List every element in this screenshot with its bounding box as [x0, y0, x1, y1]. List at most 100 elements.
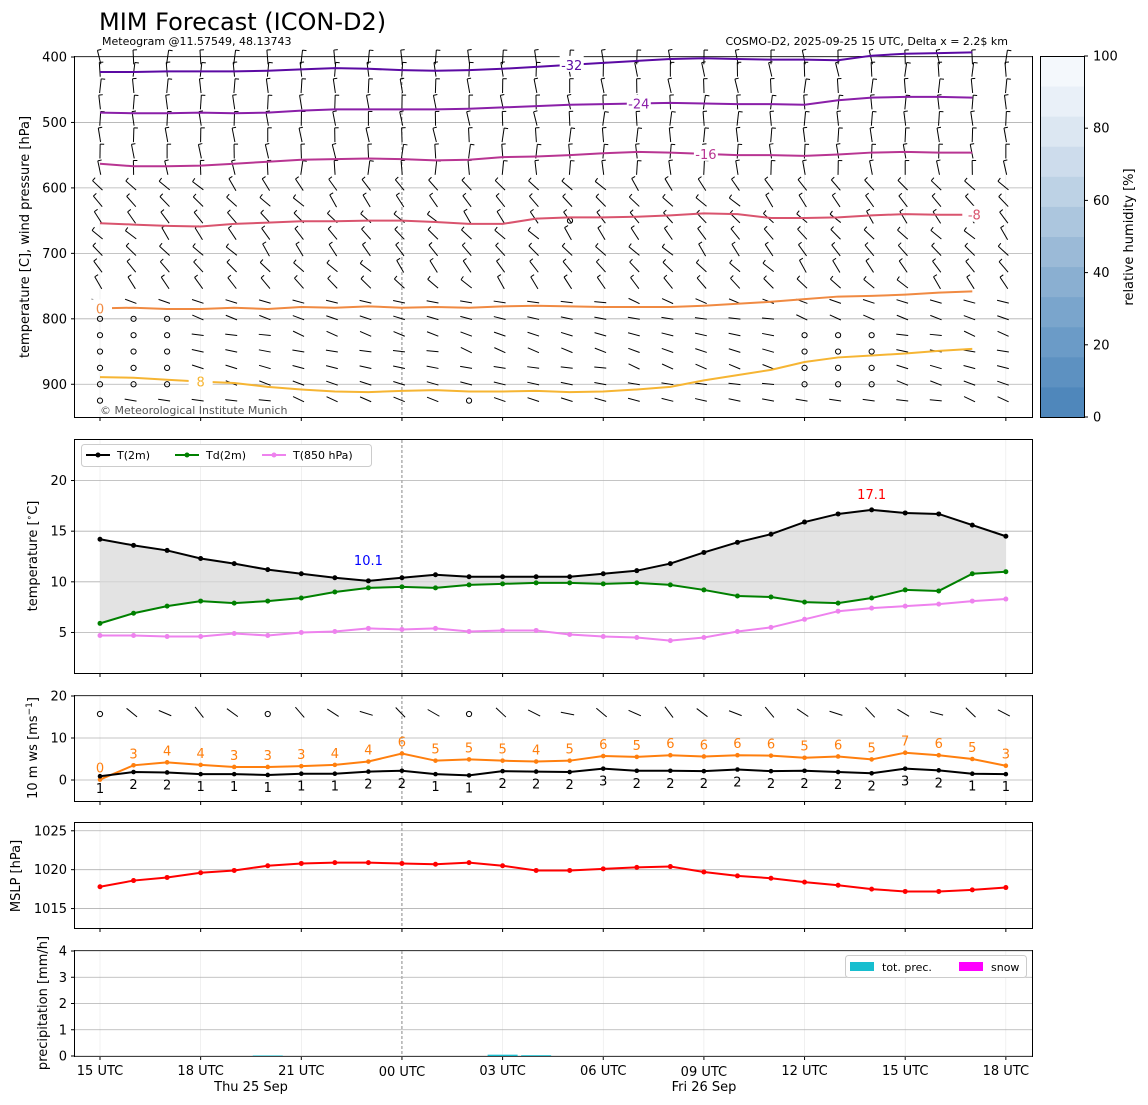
barb-flag — [601, 48, 606, 51]
barb-shaft — [965, 261, 975, 273]
barb-shaft — [936, 160, 940, 175]
td2m-point — [399, 584, 405, 590]
barb-flag — [663, 274, 668, 279]
barb-shaft — [627, 382, 640, 386]
td2m-point — [936, 588, 942, 594]
barb-shaft — [166, 78, 169, 94]
barb-shaft — [132, 62, 136, 77]
barb-flag — [561, 242, 566, 247]
wind-speed-label: 4 — [364, 744, 372, 759]
barb-shaft — [735, 160, 739, 175]
barb-shaft — [497, 276, 505, 290]
barb-calm — [465, 397, 473, 404]
barb-shaft — [896, 333, 909, 336]
barb-shaft — [93, 260, 103, 273]
barb-shaft — [158, 298, 171, 304]
barb-flag — [235, 49, 240, 52]
wind-gust-label: 2 — [800, 777, 808, 792]
barb-shaft — [267, 95, 269, 110]
barb-flag — [528, 177, 532, 182]
barb-shaft — [124, 398, 137, 402]
barb-flag — [731, 241, 736, 245]
barb-shaft — [661, 298, 674, 305]
t2m-point — [734, 539, 740, 545]
barb-shaft — [1000, 227, 1009, 241]
barb-shaft — [664, 178, 673, 191]
barb-shaft — [568, 160, 572, 175]
barb-shaft — [594, 382, 607, 386]
wind-speed-point — [164, 760, 170, 765]
barb-shaft — [460, 300, 473, 304]
wind-gust-label: 1 — [1002, 780, 1010, 795]
barb-shaft — [400, 160, 403, 175]
wind10-barb — [126, 707, 138, 718]
barb-shaft — [870, 78, 874, 94]
barb-flag — [463, 208, 468, 212]
barb-shaft — [764, 179, 774, 191]
barb-shaft — [158, 398, 171, 402]
t2m-point — [399, 575, 405, 581]
barb-shaft — [1003, 127, 1007, 143]
wind-gust-point — [735, 767, 740, 772]
barb-flag — [936, 126, 942, 129]
wind-speed-point — [600, 753, 606, 759]
barb-shaft — [426, 331, 439, 337]
barb-flag — [931, 193, 936, 197]
barb-shaft — [165, 62, 168, 77]
barb-shaft — [199, 62, 203, 77]
barb-flag — [192, 193, 197, 198]
barb-flag — [897, 177, 902, 181]
barb-shaft — [661, 382, 674, 386]
barb-shaft — [560, 316, 573, 320]
barb-flag — [898, 192, 903, 197]
barb-shaft — [298, 127, 303, 143]
t850-point — [600, 634, 606, 640]
barb-shaft — [999, 211, 1009, 224]
barb-flag — [327, 210, 331, 214]
wind-speed-point — [500, 758, 505, 763]
wind-speed-point — [299, 763, 304, 769]
wind-gust-point — [902, 766, 908, 771]
td2m-point — [265, 598, 271, 604]
barb-shaft — [769, 111, 772, 126]
wind-speed-label: 6 — [834, 738, 842, 753]
td2m-point — [1003, 569, 1009, 575]
ytick-label-profile-400: 400 — [42, 51, 67, 66]
barb-shaft — [628, 196, 640, 207]
temperature-max-label: 17.1 — [857, 488, 886, 503]
wind-speed-label: 5 — [498, 743, 506, 758]
barb-shaft — [225, 349, 238, 353]
barb-shaft — [460, 381, 473, 386]
wind-speed-point — [433, 758, 438, 763]
barb-flag — [965, 258, 970, 262]
barb-shaft — [929, 333, 942, 336]
barb-flag — [460, 276, 464, 280]
barb-flag — [127, 274, 132, 278]
ytick-label-prec-4: 4 — [59, 945, 67, 960]
wind10-barb — [865, 707, 876, 718]
barb-shaft — [159, 196, 170, 207]
barb-shaft — [630, 277, 640, 289]
td2m-point — [969, 571, 975, 577]
barb-shaft — [797, 228, 808, 240]
barb-shaft — [226, 261, 237, 273]
t850-point — [701, 635, 707, 641]
barb-shaft — [265, 78, 269, 94]
barb-shaft — [796, 278, 808, 289]
td2m-point — [365, 585, 371, 591]
wind-gust-point — [466, 773, 472, 778]
barb-flag — [897, 242, 902, 246]
barb-flag — [193, 209, 198, 213]
barb-shaft — [191, 348, 204, 353]
barb-shaft — [695, 363, 707, 370]
td2m-point — [131, 610, 137, 616]
td2m-point — [667, 582, 673, 588]
barb-shaft — [194, 227, 203, 241]
barb-flag — [125, 227, 129, 231]
barb-flag — [866, 208, 871, 212]
barb-shaft — [132, 49, 135, 65]
barb-shaft — [594, 181, 607, 191]
td2m-point — [533, 580, 539, 586]
barb-shaft — [292, 315, 305, 321]
wind10-barb — [965, 707, 976, 718]
